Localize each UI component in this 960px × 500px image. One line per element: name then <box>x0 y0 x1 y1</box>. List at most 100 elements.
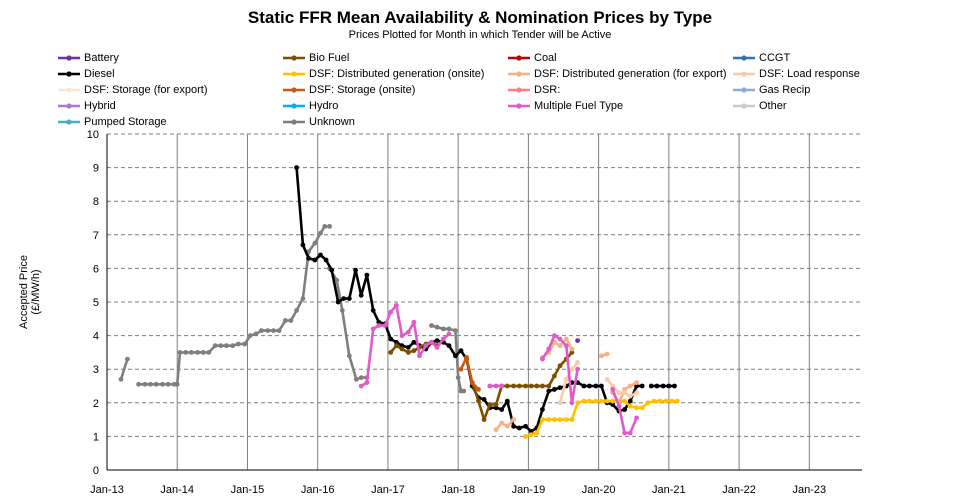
data-point <box>455 375 461 380</box>
legend-label: Other <box>759 100 787 112</box>
data-point <box>511 423 516 429</box>
data-point <box>394 303 399 308</box>
y-tick-label: 9 <box>93 163 99 175</box>
data-point <box>516 425 522 431</box>
data-point <box>318 230 323 236</box>
y-tick-label: 2 <box>93 398 99 410</box>
data-point <box>411 319 417 325</box>
data-point <box>334 277 340 283</box>
data-point <box>469 380 475 385</box>
legend-label: Diesel <box>84 68 115 80</box>
data-point <box>177 350 183 355</box>
legend-swatch-icon <box>508 55 530 61</box>
legend-label: Unknown <box>309 116 355 128</box>
data-point <box>634 415 639 421</box>
x-tick-label: Jan-16 <box>301 484 335 496</box>
data-point <box>493 405 499 411</box>
data-point <box>610 383 616 389</box>
legend-label: DSF: Distributed generation (for export) <box>534 68 727 80</box>
legend-label: Hydro <box>309 100 339 112</box>
legend-swatch-icon <box>283 71 305 77</box>
data-point <box>654 383 660 389</box>
data-point <box>247 333 253 338</box>
data-point <box>125 356 130 362</box>
data-point <box>534 430 540 436</box>
data-point <box>504 398 510 404</box>
data-point <box>493 383 499 389</box>
data-point <box>540 356 545 362</box>
legend-label: Pumped Storage <box>84 116 167 128</box>
data-point <box>663 398 669 404</box>
data-point <box>476 398 481 404</box>
data-point <box>312 257 318 263</box>
data-point <box>346 296 352 301</box>
data-point <box>616 403 622 409</box>
legend-swatch-icon <box>283 55 305 61</box>
data-point <box>569 366 575 372</box>
data-point <box>446 331 452 337</box>
data-point <box>322 224 328 229</box>
data-point <box>329 267 335 273</box>
data-point <box>441 326 446 332</box>
y-tick-label: 6 <box>93 263 99 275</box>
data-point <box>516 383 522 389</box>
data-point <box>458 366 464 372</box>
data-point <box>335 299 341 305</box>
data-point <box>446 343 452 349</box>
data-point <box>610 387 616 392</box>
data-point <box>434 345 440 350</box>
data-point <box>627 398 633 404</box>
data-point <box>627 393 633 399</box>
data-point <box>616 390 622 396</box>
data-point <box>453 353 458 359</box>
data-point <box>569 400 575 406</box>
series-line <box>119 358 129 380</box>
data-point <box>434 338 440 343</box>
data-point <box>504 383 510 389</box>
data-point <box>674 398 680 404</box>
data-point <box>587 398 592 404</box>
data-point <box>300 242 306 248</box>
data-point <box>358 383 364 389</box>
data-point <box>639 383 645 389</box>
legend-label: CCGT <box>759 52 791 64</box>
series-line <box>495 418 515 431</box>
data-point <box>300 296 306 301</box>
x-tick-label: Jan-14 <box>160 484 194 496</box>
data-point <box>523 423 528 429</box>
data-point <box>481 397 487 402</box>
data-point <box>651 398 657 404</box>
data-point <box>557 400 563 406</box>
x-tick-label: Jan-15 <box>231 484 265 496</box>
data-point <box>660 383 666 389</box>
data-point <box>587 383 592 389</box>
data-point <box>174 381 180 387</box>
data-point <box>200 350 206 355</box>
data-point <box>323 257 329 263</box>
data-point <box>206 350 212 355</box>
legend-swatch-icon <box>733 103 755 109</box>
data-point <box>318 252 323 258</box>
legend-swatch-icon <box>733 87 755 93</box>
data-point <box>593 398 599 404</box>
x-tick-label: Jan-17 <box>371 484 405 496</box>
data-point <box>188 350 194 355</box>
legend-swatch-icon <box>733 55 755 61</box>
y-tick-label: 8 <box>93 196 99 208</box>
series-line <box>360 304 450 388</box>
data-point <box>230 343 236 349</box>
legend-swatch-icon <box>58 87 80 93</box>
legend-label: Hybrid <box>84 100 116 112</box>
data-point <box>388 336 394 342</box>
data-point <box>666 383 672 389</box>
legend-label: Coal <box>534 52 557 64</box>
data-point <box>528 432 534 438</box>
data-point <box>441 336 446 342</box>
data-point <box>627 430 633 436</box>
y-tick-label: 1 <box>93 431 99 443</box>
data-point <box>394 343 399 349</box>
data-point <box>557 343 563 349</box>
data-point <box>534 383 540 389</box>
data-point <box>672 383 677 389</box>
